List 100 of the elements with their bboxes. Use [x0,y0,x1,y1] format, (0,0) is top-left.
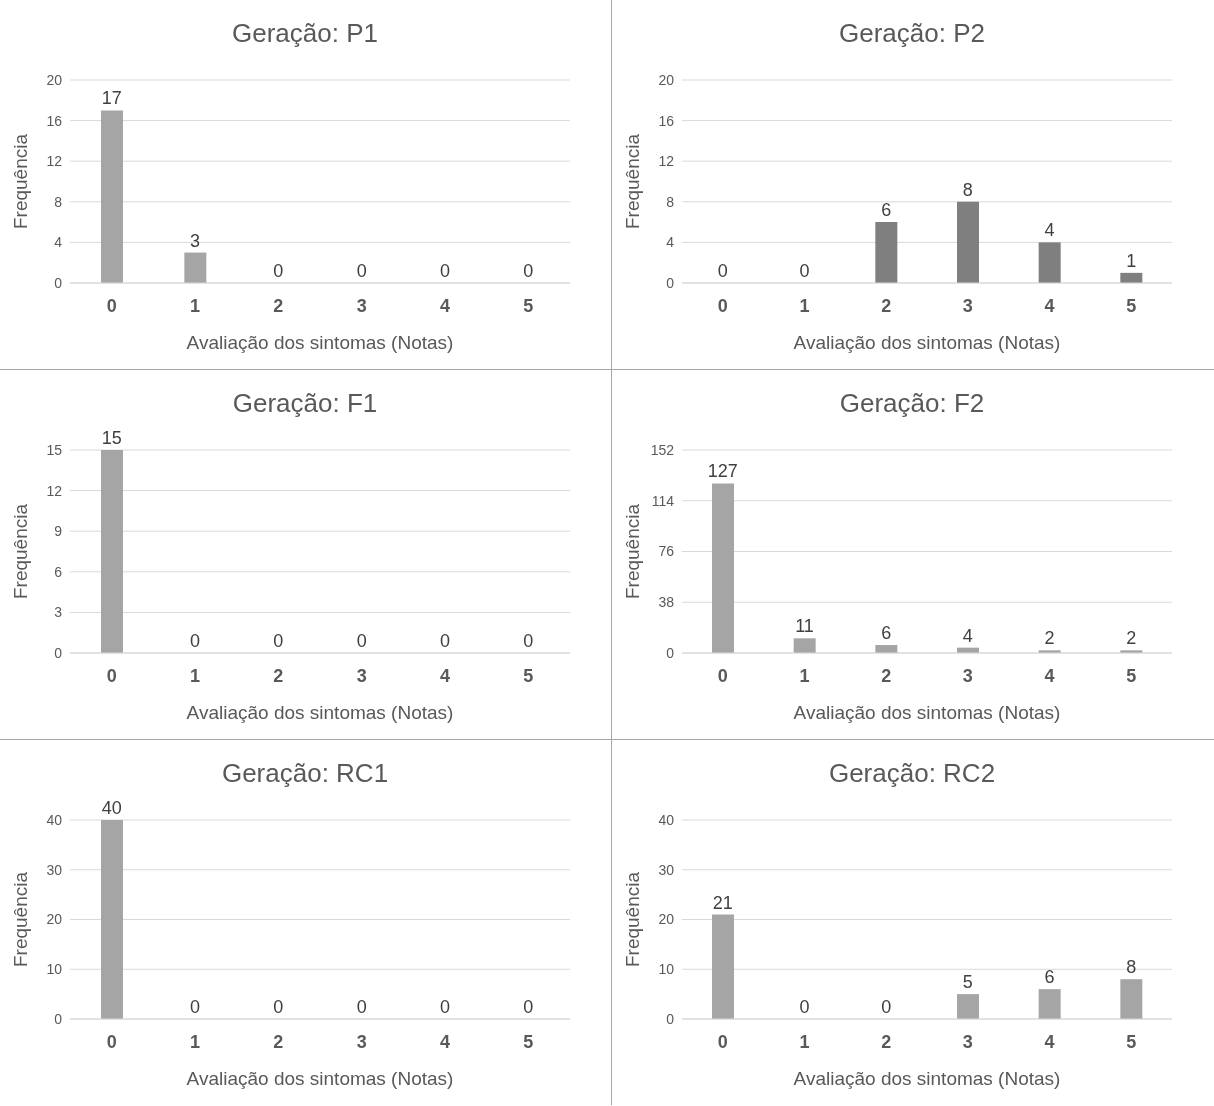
x-tick-label: 2 [881,1031,892,1052]
y-tick-label: 8 [54,193,63,210]
data-label: 0 [523,261,534,281]
x-tick-label: 3 [962,1031,973,1052]
x-tick-label: 5 [523,1031,534,1052]
data-label: 5 [962,972,973,993]
data-label: 127 [707,461,738,482]
y-tick-label: 20 [658,71,675,88]
data-label: 4 [962,625,973,646]
bar [793,638,816,653]
y-axis-title: Frequência [621,133,643,230]
x-tick-label: 3 [962,295,973,316]
x-tick-label: 4 [439,665,451,686]
data-label: 0 [356,997,367,1017]
x-axis-title: Avaliação dos sintomas (Notas) [793,702,1061,723]
y-tick-label: 9 [54,523,63,540]
data-label: 40 [101,798,122,818]
data-label: 0 [439,997,451,1017]
chart-title: Geração: F1 [231,387,379,420]
x-tick-label: 0 [106,1031,117,1052]
data-label: 0 [356,261,367,281]
data-label: 6 [1044,967,1055,988]
y-tick-label: 8 [666,193,675,210]
y-tick-label: 40 [46,811,63,828]
bar [712,914,734,1019]
data-label: 6 [881,622,892,643]
y-tick-label: 12 [46,153,63,170]
data-label: 6 [881,200,892,221]
x-tick-label: 3 [356,295,367,316]
x-tick-label: 2 [881,295,892,316]
y-tick-label: 152 [650,441,675,458]
x-tick-label: 3 [962,665,973,686]
data-label: 2 [1044,628,1055,649]
x-tick-label: 1 [189,665,201,686]
y-tick-label: 0 [54,1010,63,1027]
x-tick-label: 1 [189,295,201,316]
data-label: 21 [712,892,733,913]
data-label: 0 [523,997,534,1017]
x-tick-label: 2 [273,1031,284,1052]
y-tick-label: 40 [658,811,675,828]
y-axis-title: Frequência [9,503,31,600]
data-label: 0 [273,631,284,651]
data-label: 0 [439,631,451,651]
y-tick-label: 16 [658,112,675,129]
x-tick-label: 1 [799,665,810,686]
y-tick-label: 38 [658,594,675,611]
x-axis-title: Avaliação dos sintomas (Notas) [186,1068,454,1089]
data-label: 1 [1126,250,1137,271]
data-label: 0 [523,631,534,651]
y-tick-label: 12 [658,153,675,170]
data-label: 0 [356,631,367,651]
x-tick-label: 5 [1126,665,1137,686]
x-tick-label: 0 [717,665,728,686]
chart-title: Geração: P1 [231,17,379,50]
x-axis-title: Avaliação dos sintomas (Notas) [186,702,454,723]
x-tick-label: 1 [799,295,810,316]
y-tick-label: 16 [46,112,63,129]
x-tick-label: 0 [717,295,728,316]
data-label: 0 [799,261,810,281]
chart-title: Geração: RC2 [827,757,997,790]
x-tick-label: 3 [356,1031,367,1052]
y-tick-label: 20 [46,911,63,928]
y-tick-label: 6 [54,563,63,580]
y-tick-label: 0 [666,274,675,291]
data-label: 0 [439,261,451,281]
data-label: 0 [189,631,201,651]
data-label: 11 [795,616,814,637]
x-tick-label: 2 [273,295,284,316]
y-tick-label: 0 [666,644,675,661]
y-tick-label: 0 [666,1010,675,1027]
x-tick-label: 4 [439,295,451,316]
data-label: 0 [189,997,201,1017]
x-tick-label: 1 [799,1031,810,1052]
y-tick-label: 114 [651,492,675,509]
x-tick-label: 5 [1126,1031,1137,1052]
bar [1120,979,1143,1019]
x-tick-label: 0 [106,295,117,316]
y-tick-label: 0 [54,644,63,661]
data-label: 8 [962,179,973,200]
x-tick-label: 4 [1044,1031,1055,1052]
y-tick-label: 30 [658,861,675,878]
y-tick-label: 30 [46,861,63,878]
chart-title: Geração: P2 [838,17,986,50]
x-axis-title: Avaliação dos sintomas (Notas) [793,1068,1061,1089]
x-tick-label: 5 [1126,295,1137,316]
bar [957,201,979,283]
x-tick-label: 5 [523,295,534,316]
data-label: 0 [881,997,892,1017]
bar [712,483,734,653]
data-label: 2 [1126,628,1137,649]
y-tick-label: 4 [54,234,63,251]
y-tick-label: 76 [658,543,675,560]
bar [875,222,898,283]
chart-title: Geração: RC1 [220,757,390,790]
y-tick-label: 15 [46,441,63,458]
y-tick-label: 20 [46,71,63,88]
y-axis-title: Frequência [9,133,31,230]
y-tick-label: 3 [54,604,63,621]
chart-title: Geração: F2 [838,387,986,420]
y-tick-label: 0 [54,274,63,291]
